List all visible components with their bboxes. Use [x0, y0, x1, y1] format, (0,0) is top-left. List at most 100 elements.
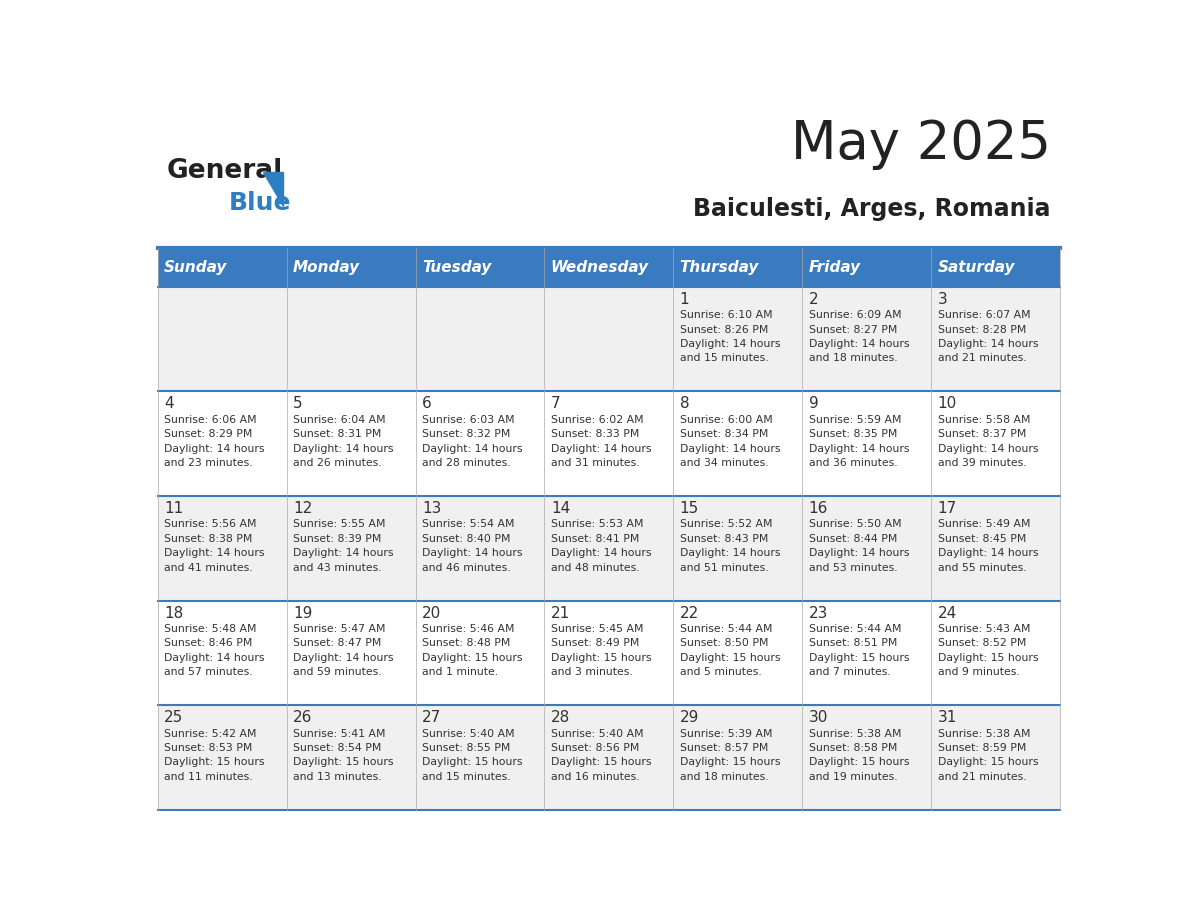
- Text: 11: 11: [164, 501, 183, 516]
- Text: Sunrise: 5:49 AM
Sunset: 8:45 PM
Daylight: 14 hours
and 55 minutes.: Sunrise: 5:49 AM Sunset: 8:45 PM Dayligh…: [937, 520, 1038, 573]
- Bar: [802, 496, 931, 600]
- Text: 17: 17: [937, 501, 956, 516]
- Bar: [544, 287, 674, 391]
- Text: Sunrise: 6:02 AM
Sunset: 8:33 PM
Daylight: 14 hours
and 31 minutes.: Sunrise: 6:02 AM Sunset: 8:33 PM Dayligh…: [551, 415, 651, 468]
- Bar: [802, 600, 931, 705]
- Text: Tuesday: Tuesday: [422, 260, 492, 274]
- Text: May 2025: May 2025: [791, 118, 1051, 170]
- Text: Friday: Friday: [809, 260, 861, 274]
- Bar: [286, 496, 416, 600]
- Bar: [544, 248, 674, 286]
- Text: Sunrise: 5:44 AM
Sunset: 8:50 PM
Daylight: 15 hours
and 5 minutes.: Sunrise: 5:44 AM Sunset: 8:50 PM Dayligh…: [680, 624, 781, 677]
- Bar: [674, 600, 802, 705]
- Text: Sunrise: 6:04 AM
Sunset: 8:31 PM
Daylight: 14 hours
and 26 minutes.: Sunrise: 6:04 AM Sunset: 8:31 PM Dayligh…: [293, 415, 393, 468]
- Text: Sunrise: 6:10 AM
Sunset: 8:26 PM
Daylight: 14 hours
and 15 minutes.: Sunrise: 6:10 AM Sunset: 8:26 PM Dayligh…: [680, 310, 781, 364]
- Text: 30: 30: [809, 711, 828, 725]
- Text: Sunrise: 5:43 AM
Sunset: 8:52 PM
Daylight: 15 hours
and 9 minutes.: Sunrise: 5:43 AM Sunset: 8:52 PM Dayligh…: [937, 624, 1038, 677]
- Text: 2: 2: [809, 292, 819, 307]
- Text: 25: 25: [164, 711, 183, 725]
- Bar: [286, 248, 416, 286]
- Text: Sunrise: 5:55 AM
Sunset: 8:39 PM
Daylight: 14 hours
and 43 minutes.: Sunrise: 5:55 AM Sunset: 8:39 PM Dayligh…: [293, 520, 393, 573]
- Text: Thursday: Thursday: [680, 260, 759, 274]
- Text: Sunrise: 5:56 AM
Sunset: 8:38 PM
Daylight: 14 hours
and 41 minutes.: Sunrise: 5:56 AM Sunset: 8:38 PM Dayligh…: [164, 520, 265, 573]
- Text: Sunrise: 6:06 AM
Sunset: 8:29 PM
Daylight: 14 hours
and 23 minutes.: Sunrise: 6:06 AM Sunset: 8:29 PM Dayligh…: [164, 415, 265, 468]
- Text: Sunrise: 6:03 AM
Sunset: 8:32 PM
Daylight: 14 hours
and 28 minutes.: Sunrise: 6:03 AM Sunset: 8:32 PM Dayligh…: [422, 415, 523, 468]
- Text: Sunrise: 5:46 AM
Sunset: 8:48 PM
Daylight: 15 hours
and 1 minute.: Sunrise: 5:46 AM Sunset: 8:48 PM Dayligh…: [422, 624, 523, 677]
- Text: 16: 16: [809, 501, 828, 516]
- Text: Sunrise: 5:40 AM
Sunset: 8:55 PM
Daylight: 15 hours
and 15 minutes.: Sunrise: 5:40 AM Sunset: 8:55 PM Dayligh…: [422, 729, 523, 782]
- Bar: [931, 391, 1060, 496]
- Bar: [416, 600, 544, 705]
- Text: Sunrise: 5:50 AM
Sunset: 8:44 PM
Daylight: 14 hours
and 53 minutes.: Sunrise: 5:50 AM Sunset: 8:44 PM Dayligh…: [809, 520, 909, 573]
- Bar: [158, 248, 286, 286]
- Bar: [416, 496, 544, 600]
- Text: 26: 26: [293, 711, 312, 725]
- Text: Blue: Blue: [228, 191, 291, 215]
- Bar: [286, 287, 416, 391]
- Text: Sunrise: 5:40 AM
Sunset: 8:56 PM
Daylight: 15 hours
and 16 minutes.: Sunrise: 5:40 AM Sunset: 8:56 PM Dayligh…: [551, 729, 651, 782]
- Bar: [544, 496, 674, 600]
- Text: Sunrise: 5:58 AM
Sunset: 8:37 PM
Daylight: 14 hours
and 39 minutes.: Sunrise: 5:58 AM Sunset: 8:37 PM Dayligh…: [937, 415, 1038, 468]
- Text: Sunrise: 5:41 AM
Sunset: 8:54 PM
Daylight: 15 hours
and 13 minutes.: Sunrise: 5:41 AM Sunset: 8:54 PM Dayligh…: [293, 729, 393, 782]
- Bar: [674, 496, 802, 600]
- Text: Monday: Monday: [293, 260, 360, 274]
- Text: 15: 15: [680, 501, 699, 516]
- Text: 10: 10: [937, 397, 956, 411]
- Text: 19: 19: [293, 606, 312, 621]
- Text: 14: 14: [551, 501, 570, 516]
- Bar: [802, 705, 931, 810]
- Bar: [286, 391, 416, 496]
- Bar: [931, 248, 1060, 286]
- Text: Sunrise: 6:09 AM
Sunset: 8:27 PM
Daylight: 14 hours
and 18 minutes.: Sunrise: 6:09 AM Sunset: 8:27 PM Dayligh…: [809, 310, 909, 364]
- Text: Sunrise: 5:54 AM
Sunset: 8:40 PM
Daylight: 14 hours
and 46 minutes.: Sunrise: 5:54 AM Sunset: 8:40 PM Dayligh…: [422, 520, 523, 573]
- Text: Sunrise: 5:42 AM
Sunset: 8:53 PM
Daylight: 15 hours
and 11 minutes.: Sunrise: 5:42 AM Sunset: 8:53 PM Dayligh…: [164, 729, 265, 782]
- Bar: [674, 391, 802, 496]
- Bar: [544, 705, 674, 810]
- Bar: [674, 705, 802, 810]
- Bar: [286, 600, 416, 705]
- Bar: [416, 391, 544, 496]
- Bar: [416, 248, 544, 286]
- Text: 13: 13: [422, 501, 441, 516]
- Bar: [931, 600, 1060, 705]
- Bar: [158, 391, 286, 496]
- Text: 4: 4: [164, 397, 173, 411]
- Text: Sunrise: 5:47 AM
Sunset: 8:47 PM
Daylight: 14 hours
and 59 minutes.: Sunrise: 5:47 AM Sunset: 8:47 PM Dayligh…: [293, 624, 393, 677]
- Bar: [802, 391, 931, 496]
- Bar: [931, 705, 1060, 810]
- Text: Sunrise: 5:38 AM
Sunset: 8:59 PM
Daylight: 15 hours
and 21 minutes.: Sunrise: 5:38 AM Sunset: 8:59 PM Dayligh…: [937, 729, 1038, 782]
- Text: 31: 31: [937, 711, 956, 725]
- Text: 6: 6: [422, 397, 431, 411]
- Polygon shape: [263, 172, 283, 206]
- Text: 22: 22: [680, 606, 699, 621]
- Text: Saturday: Saturday: [937, 260, 1015, 274]
- Text: 23: 23: [809, 606, 828, 621]
- Text: Sunrise: 5:59 AM
Sunset: 8:35 PM
Daylight: 14 hours
and 36 minutes.: Sunrise: 5:59 AM Sunset: 8:35 PM Dayligh…: [809, 415, 909, 468]
- Bar: [802, 248, 931, 286]
- Text: 21: 21: [551, 606, 570, 621]
- Text: 7: 7: [551, 397, 561, 411]
- Text: Baiculesti, Arges, Romania: Baiculesti, Arges, Romania: [694, 197, 1051, 221]
- Text: Wednesday: Wednesday: [551, 260, 649, 274]
- Text: 12: 12: [293, 501, 312, 516]
- Text: 18: 18: [164, 606, 183, 621]
- Bar: [158, 705, 286, 810]
- Bar: [158, 287, 286, 391]
- Bar: [416, 705, 544, 810]
- Bar: [674, 287, 802, 391]
- Bar: [931, 496, 1060, 600]
- Text: 29: 29: [680, 711, 699, 725]
- Text: Sunrise: 5:38 AM
Sunset: 8:58 PM
Daylight: 15 hours
and 19 minutes.: Sunrise: 5:38 AM Sunset: 8:58 PM Dayligh…: [809, 729, 909, 782]
- Bar: [158, 496, 286, 600]
- Text: 1: 1: [680, 292, 689, 307]
- Text: Sunday: Sunday: [164, 260, 228, 274]
- Text: Sunrise: 5:39 AM
Sunset: 8:57 PM
Daylight: 15 hours
and 18 minutes.: Sunrise: 5:39 AM Sunset: 8:57 PM Dayligh…: [680, 729, 781, 782]
- Bar: [416, 287, 544, 391]
- Text: Sunrise: 6:00 AM
Sunset: 8:34 PM
Daylight: 14 hours
and 34 minutes.: Sunrise: 6:00 AM Sunset: 8:34 PM Dayligh…: [680, 415, 781, 468]
- Text: Sunrise: 6:07 AM
Sunset: 8:28 PM
Daylight: 14 hours
and 21 minutes.: Sunrise: 6:07 AM Sunset: 8:28 PM Dayligh…: [937, 310, 1038, 364]
- Text: 27: 27: [422, 711, 441, 725]
- Text: 5: 5: [293, 397, 303, 411]
- Bar: [158, 600, 286, 705]
- Text: 28: 28: [551, 711, 570, 725]
- Text: 3: 3: [937, 292, 947, 307]
